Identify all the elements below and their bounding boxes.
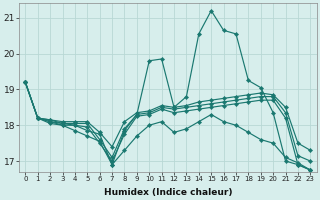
X-axis label: Humidex (Indice chaleur): Humidex (Indice chaleur) bbox=[104, 188, 232, 197]
